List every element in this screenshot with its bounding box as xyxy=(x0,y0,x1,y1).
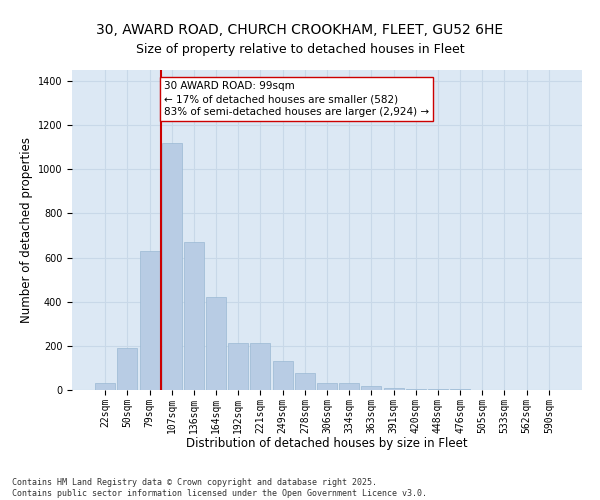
Bar xyxy=(339,384,359,390)
Bar xyxy=(383,388,404,390)
Bar xyxy=(272,362,293,390)
Text: 30 AWARD ROAD: 99sqm
← 17% of detached houses are smaller (582)
83% of semi-deta: 30 AWARD ROAD: 99sqm ← 17% of detached h… xyxy=(164,81,429,118)
Bar xyxy=(162,143,182,390)
Bar xyxy=(140,251,160,390)
Bar xyxy=(228,342,248,390)
Bar xyxy=(406,389,426,390)
Bar xyxy=(95,384,115,390)
Text: 30, AWARD ROAD, CHURCH CROOKHAM, FLEET, GU52 6HE: 30, AWARD ROAD, CHURCH CROOKHAM, FLEET, … xyxy=(97,22,503,36)
Y-axis label: Number of detached properties: Number of detached properties xyxy=(20,137,34,323)
Bar xyxy=(118,348,137,390)
Bar xyxy=(361,386,382,390)
Bar xyxy=(317,384,337,390)
Bar xyxy=(184,242,204,390)
Bar xyxy=(295,374,315,390)
Text: Size of property relative to detached houses in Fleet: Size of property relative to detached ho… xyxy=(136,42,464,56)
Text: Contains HM Land Registry data © Crown copyright and database right 2025.
Contai: Contains HM Land Registry data © Crown c… xyxy=(12,478,427,498)
Bar xyxy=(428,389,448,390)
X-axis label: Distribution of detached houses by size in Fleet: Distribution of detached houses by size … xyxy=(186,437,468,450)
Bar xyxy=(206,298,226,390)
Bar xyxy=(250,342,271,390)
